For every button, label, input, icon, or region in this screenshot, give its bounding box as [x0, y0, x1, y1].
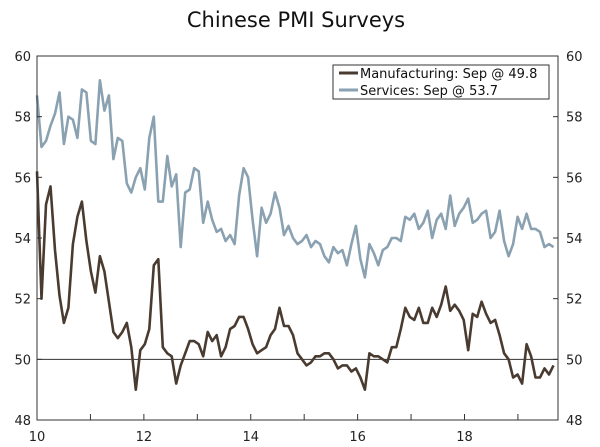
- right-y-tick-label: 54: [566, 232, 583, 247]
- left-y-tick-label: 48: [14, 414, 31, 429]
- left-y-tick-label: 54: [14, 232, 31, 247]
- left-y-tick-label: 50: [14, 353, 31, 368]
- right-y-tick-label: 60: [566, 50, 583, 65]
- x-tick-label: 18: [456, 430, 473, 445]
- right-y-tick-label: 48: [566, 414, 583, 429]
- right-y-tick-label: 56: [566, 171, 583, 186]
- left-y-tick-label: 56: [14, 171, 31, 186]
- right-y-axis: 48 50 52 54 56 58 60: [553, 50, 583, 429]
- legend-box: [332, 64, 550, 100]
- left-y-axis: 48 50 52 54 56 58 60: [14, 50, 42, 429]
- x-axis: 10 12 14 16 18: [29, 414, 519, 445]
- left-y-tick-label: 52: [14, 293, 31, 308]
- x-tick-label: 12: [136, 430, 153, 445]
- series-layer: [35, 79, 555, 392]
- left-y-tick-label: 60: [14, 50, 31, 65]
- right-y-tick-label: 50: [566, 353, 583, 368]
- legend-label-services: Services: Sep @ 53.7: [360, 84, 498, 99]
- left-y-tick-label: 58: [14, 111, 31, 126]
- x-tick-label: 10: [29, 430, 46, 445]
- x-tick-label: 16: [349, 430, 366, 445]
- series-line-services: [35, 79, 555, 279]
- right-y-tick-label: 58: [566, 111, 583, 126]
- legend-label-manufacturing: Manufacturing: Sep @ 49.8: [360, 67, 537, 82]
- x-tick-label: 14: [242, 430, 259, 445]
- legend: Manufacturing: Sep @ 49.8 Services: Sep …: [332, 64, 550, 100]
- chart-title: Chinese PMI Surveys: [187, 8, 405, 32]
- series-line-manufacturing: [35, 171, 555, 392]
- right-y-tick-label: 52: [566, 293, 583, 308]
- plot-frame: [36, 55, 559, 421]
